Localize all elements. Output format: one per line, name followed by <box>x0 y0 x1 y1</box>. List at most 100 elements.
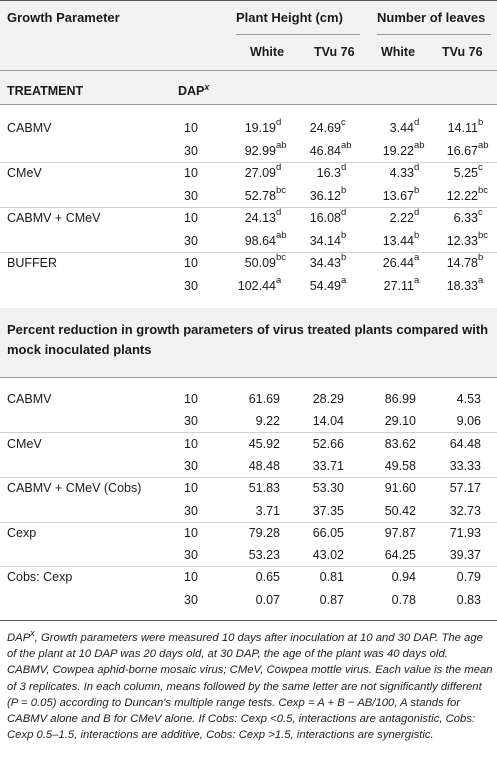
value-cell: 91.60 <box>384 481 416 496</box>
plant-height-heading: Plant Height (cm) <box>236 10 343 25</box>
value-cell: 52.78 bc <box>216 185 286 203</box>
cell-value: 13.44 <box>382 233 414 248</box>
value-cell: 13.67 b <box>354 185 420 203</box>
value-cell: 50.42 <box>384 503 416 518</box>
cell-value: 98.64 <box>244 233 276 248</box>
value-cell: 26.44 a <box>354 252 420 270</box>
table-header-background <box>0 0 497 104</box>
significance-letter: d <box>276 207 282 218</box>
cell-value: 2.22 <box>389 211 414 225</box>
tvu76-heading-2: TVu 76 <box>442 45 483 59</box>
significance-letter: d <box>276 162 282 173</box>
row-label: Cobs: Cexp <box>7 570 73 585</box>
value-cell: 54.49 a <box>281 275 347 293</box>
value-cell: 61.69 <box>248 392 280 406</box>
growth-parameter-heading: Growth Parameter <box>7 10 120 25</box>
value-cell: 48.48 <box>248 458 280 473</box>
value-cell: 14.78 b <box>418 252 484 270</box>
significance-letter: bc <box>276 184 287 196</box>
significance-letter: b <box>414 229 420 241</box>
top-rule <box>0 0 497 1</box>
value-cell: 83.62 <box>384 436 416 451</box>
group-rule <box>0 251 497 253</box>
significance-letter: ab <box>276 229 287 241</box>
value-cell: 0.79 <box>456 570 481 585</box>
value-cell: 14.11 b <box>418 117 484 135</box>
significance-letter: c <box>478 207 483 218</box>
white-heading-1: White <box>250 45 285 59</box>
treatment-heading: TREATMENT <box>7 84 84 98</box>
group-rule <box>0 566 497 568</box>
significance-letter: b <box>414 184 420 196</box>
plant-height-underline <box>236 34 360 35</box>
row-label: BUFFER <box>7 256 57 270</box>
significance-letter: d <box>341 207 347 218</box>
cell-value: 24.13 <box>244 211 276 225</box>
value-cell: 0.94 <box>391 570 416 585</box>
significance-letter: b <box>341 229 347 241</box>
cell-value: 14.11 <box>447 121 478 135</box>
value-cell: 79.28 <box>248 525 280 540</box>
significance-letter: c <box>341 117 346 128</box>
row-label: CMeV <box>7 166 42 180</box>
cell-value: 102.44 <box>237 278 276 293</box>
value-cell: 86.99 <box>384 392 416 406</box>
significance-letter: ab <box>276 139 287 151</box>
dap-value: 30 <box>184 548 198 563</box>
value-cell: 28.29 <box>312 392 344 406</box>
cell-value: 34.43 <box>309 256 341 270</box>
value-cell: 18.33 a <box>418 275 484 293</box>
cell-value: 3.44 <box>389 121 414 135</box>
group-rule <box>0 161 497 163</box>
value-cell: 57.17 <box>449 481 481 496</box>
significance-letter: ab <box>341 139 352 151</box>
cell-value: 52.78 <box>244 188 276 203</box>
cell-value: 36.12 <box>309 188 341 203</box>
value-cell: 0.65 <box>255 570 280 585</box>
value-cell: 51.83 <box>248 481 280 496</box>
value-cell: 34.43 b <box>281 252 347 270</box>
dap-value: 30 <box>184 503 198 518</box>
significance-letter: ab <box>414 139 425 151</box>
significance-letter: bc <box>478 229 489 241</box>
cell-value: 26.44 <box>382 256 414 270</box>
group-rule <box>0 206 497 208</box>
value-cell: 64.25 <box>384 548 416 563</box>
number-of-leaves-heading: Number of leaves <box>377 10 486 25</box>
value-cell: 98.64 ab <box>216 230 287 248</box>
value-cell: 13.44 b <box>354 230 420 248</box>
value-cell: 0.07 <box>255 592 280 607</box>
cell-value: 24.69 <box>309 121 341 135</box>
value-cell: 36.12 b <box>281 185 347 203</box>
dap-value: 30 <box>184 592 198 607</box>
cell-value: 92.99 <box>244 143 276 158</box>
dap-value: 30 <box>184 233 198 248</box>
group-rule <box>0 432 497 434</box>
significance-letter: b <box>478 117 484 128</box>
value-cell: 24.69 c <box>281 117 346 135</box>
value-cell: 14.04 <box>312 414 344 429</box>
cell-value: 6.33 <box>453 211 478 225</box>
dap-value: 30 <box>184 458 198 473</box>
dap-value: 10 <box>184 256 198 270</box>
cell-value: 12.33 <box>446 233 478 248</box>
value-cell: 9.06 <box>456 414 481 429</box>
cell-value: 16.08 <box>309 211 341 225</box>
value-cell: 92.99 ab <box>216 140 287 158</box>
significance-letter: c <box>478 162 483 173</box>
value-cell: 5.25 c <box>418 162 483 180</box>
value-cell: 27.09 d <box>216 162 282 180</box>
value-cell: 39.37 <box>449 548 481 563</box>
significance-letter: d <box>414 162 420 173</box>
value-cell: 0.81 <box>319 570 344 585</box>
value-cell: 53.30 <box>312 481 344 496</box>
value-cell: 0.87 <box>319 592 344 607</box>
significance-letter: a <box>414 274 420 286</box>
significance-letter: b <box>341 184 347 196</box>
cell-value: 54.49 <box>309 278 341 293</box>
significance-letter: b <box>341 252 347 263</box>
significance-letter: ab <box>478 139 489 151</box>
dap-value: 10 <box>184 121 198 135</box>
dap-value: 30 <box>184 414 198 429</box>
dap-value: 10 <box>184 211 198 225</box>
